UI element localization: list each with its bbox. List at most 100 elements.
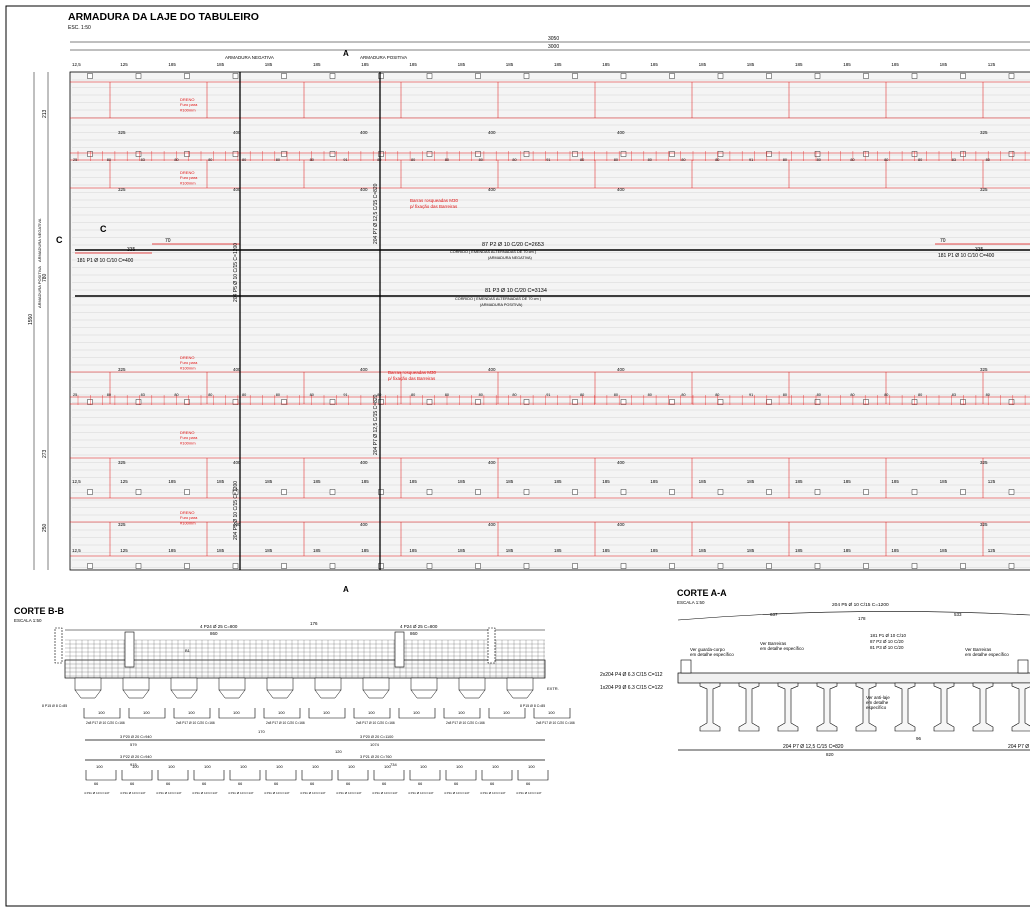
left-label-neg: ARMADURA NEGATIVA <box>37 218 42 262</box>
mid-spacing-label: 80 <box>681 158 685 162</box>
mid-spacing-label: 80 <box>479 393 483 397</box>
bb-long-2-len: 1074 <box>370 742 380 747</box>
mid-spacing-label: 80 <box>783 393 787 397</box>
spacing-label: 185 <box>265 548 273 553</box>
lap-left: 70 <box>165 238 171 244</box>
spacing-label: 185 <box>795 479 803 484</box>
stirrup-value: 100 <box>143 710 150 715</box>
row-spacing-label: 325 <box>980 367 988 372</box>
mid-spacing-label: 80 <box>242 393 246 397</box>
aa-note-barr-r2: em detalhe específico <box>965 652 1009 657</box>
plan-title: ARMADURA DA LAJE DO TABULEIRO <box>68 11 259 23</box>
mid-spacing-label: 80 <box>884 158 888 162</box>
section-mark-c: C <box>100 224 107 234</box>
aa-note-barr-r1: Ver Barreiras <box>965 647 992 652</box>
row-spacing-label: 400 <box>360 130 368 135</box>
bottom-value: 66 <box>454 782 458 786</box>
mid-spacing-label: 91 <box>749 393 753 397</box>
spacing-label: 185 <box>265 62 273 67</box>
spacing-label: 185 <box>795 548 803 553</box>
mid-spacing-label: 80 <box>986 158 990 162</box>
dreno-note: Furo para <box>180 360 198 365</box>
spacing-label: 185 <box>217 62 225 67</box>
mid-spacing-label: 91 <box>343 158 347 162</box>
mid-spacing-label: 80 <box>276 158 280 162</box>
row-spacing-label: 400 <box>617 130 625 135</box>
bb-long-2: 3 P20 Ø 20 C=1100 <box>360 735 393 739</box>
row-spacing-label: 400 <box>360 460 368 465</box>
mid-spacing-label: 80 <box>918 158 922 162</box>
row-spacing-label: 325 <box>980 130 988 135</box>
mid-spacing-label: 80 <box>445 393 449 397</box>
corte-aa-scale: ESCALA 1:50 <box>677 600 705 605</box>
spacing-label: 185 <box>843 548 851 553</box>
bottom-stirrup-label: 4 P11 Ø 10 C=147 <box>228 791 254 795</box>
spacing-label: 185 <box>747 62 755 67</box>
row-spacing-label: 325 <box>118 130 126 135</box>
row-spacing-label: 400 <box>360 187 368 192</box>
dreno-note: DRENO <box>180 170 194 175</box>
spacing-label: 185 <box>265 479 273 484</box>
bottom-stirrup-label: 4 P11 Ø 10 C=147 <box>480 791 506 795</box>
mid-spacing-label: 25 <box>73 393 77 397</box>
row-spacing-label: 400 <box>617 367 625 372</box>
dreno-note: #100mm <box>180 107 196 112</box>
row-spacing-label: 325 <box>980 187 988 192</box>
mid-spacing-label: 80 <box>580 393 584 397</box>
bottom-value: 100 <box>456 764 463 769</box>
bottom-value: 66 <box>202 782 206 786</box>
mid-spacing-label: 80 <box>174 393 178 397</box>
mid-spacing-label: 80 <box>648 158 652 162</box>
bb-top-left-len: 860 <box>210 631 218 636</box>
bottom-value: 66 <box>490 782 494 786</box>
mid-spacing-label: 80 <box>208 393 212 397</box>
bottom-value: 66 <box>166 782 170 786</box>
bottom-value: 66 <box>418 782 422 786</box>
bottom-value: 100 <box>204 764 211 769</box>
stirrup-value: 100 <box>368 710 375 715</box>
top-spacing-row: 12,5 125 185 185 185 185 185 185 185 185 185 185 185… <box>72 62 996 553</box>
mid-spacing-label: 80 <box>850 158 854 162</box>
bar-p3-label: 81 P3 Ø 10 C/20 C=3134 <box>485 288 547 294</box>
stirrup-value: 100 <box>323 710 330 715</box>
stirrup-value: 100 <box>503 710 510 715</box>
spacing-label: 185 <box>313 479 321 484</box>
spacing-label: 185 <box>891 548 899 553</box>
dreno-note: #100mm <box>180 180 196 185</box>
plan-grid <box>72 73 1030 569</box>
mid-spacing-label: 80 <box>850 393 854 397</box>
row-spacing-label: 325 <box>980 460 988 465</box>
mid-spacing-label: 25 <box>73 158 77 162</box>
bb-top-right-bar: 4 P24 Ø 25 C=800 <box>400 624 438 629</box>
bb-top-right-len: 860 <box>410 631 418 636</box>
barras-note-4: p/ fixação das Barreiras <box>388 376 436 381</box>
bottom-stirrup-label: 4 P11 Ø 10 C=147 <box>516 791 542 795</box>
row-spacing-label: 400 <box>488 187 496 192</box>
bb-mid-dim: 176 <box>310 621 318 626</box>
mid-spacing-label: 80 <box>276 393 280 397</box>
aa-bottom-bar: 204 P7 Ø 12,5 C/15 C=820 <box>783 744 844 750</box>
spacing-label: 185 <box>602 62 610 67</box>
bottom-value: 66 <box>274 782 278 786</box>
row-spacing-label: 400 <box>617 460 625 465</box>
spacing-label: 12,5 <box>72 62 81 67</box>
mid-spacing-label: 80 <box>107 158 111 162</box>
spacing-label: 125 <box>988 479 996 484</box>
spacing-label: 185 <box>554 548 562 553</box>
mid-spacing-label: 83 <box>952 393 956 397</box>
bar-p3-sub2: (ARMADURA POSITIVA) <box>480 303 523 307</box>
row-spacing-label: 325 <box>118 460 126 465</box>
spacing-label: 185 <box>699 479 707 484</box>
stirrup-label: 2x8 P17 Ø 10 C/20 C=166 <box>86 721 125 725</box>
row-spacing-label: 325 <box>118 522 126 527</box>
barras-note-2: p/ fixação das Barreiras <box>410 204 458 209</box>
row-spacing-label: 400 <box>617 522 625 527</box>
spacing-label: 185 <box>361 479 369 484</box>
aa-dim-96: 96 <box>916 736 922 741</box>
bar-p2-sub1: CORRIDO ( EMENDAS ALTERNADAS DE 70 cm ) <box>450 250 537 254</box>
row-spacing-label: 325 <box>118 367 126 372</box>
row-spacing-label: 400 <box>488 522 496 527</box>
spacing-label: 185 <box>602 479 610 484</box>
bottom-value: 100 <box>168 764 175 769</box>
label-positive: ARMADURA POSITIVA <box>360 55 407 60</box>
